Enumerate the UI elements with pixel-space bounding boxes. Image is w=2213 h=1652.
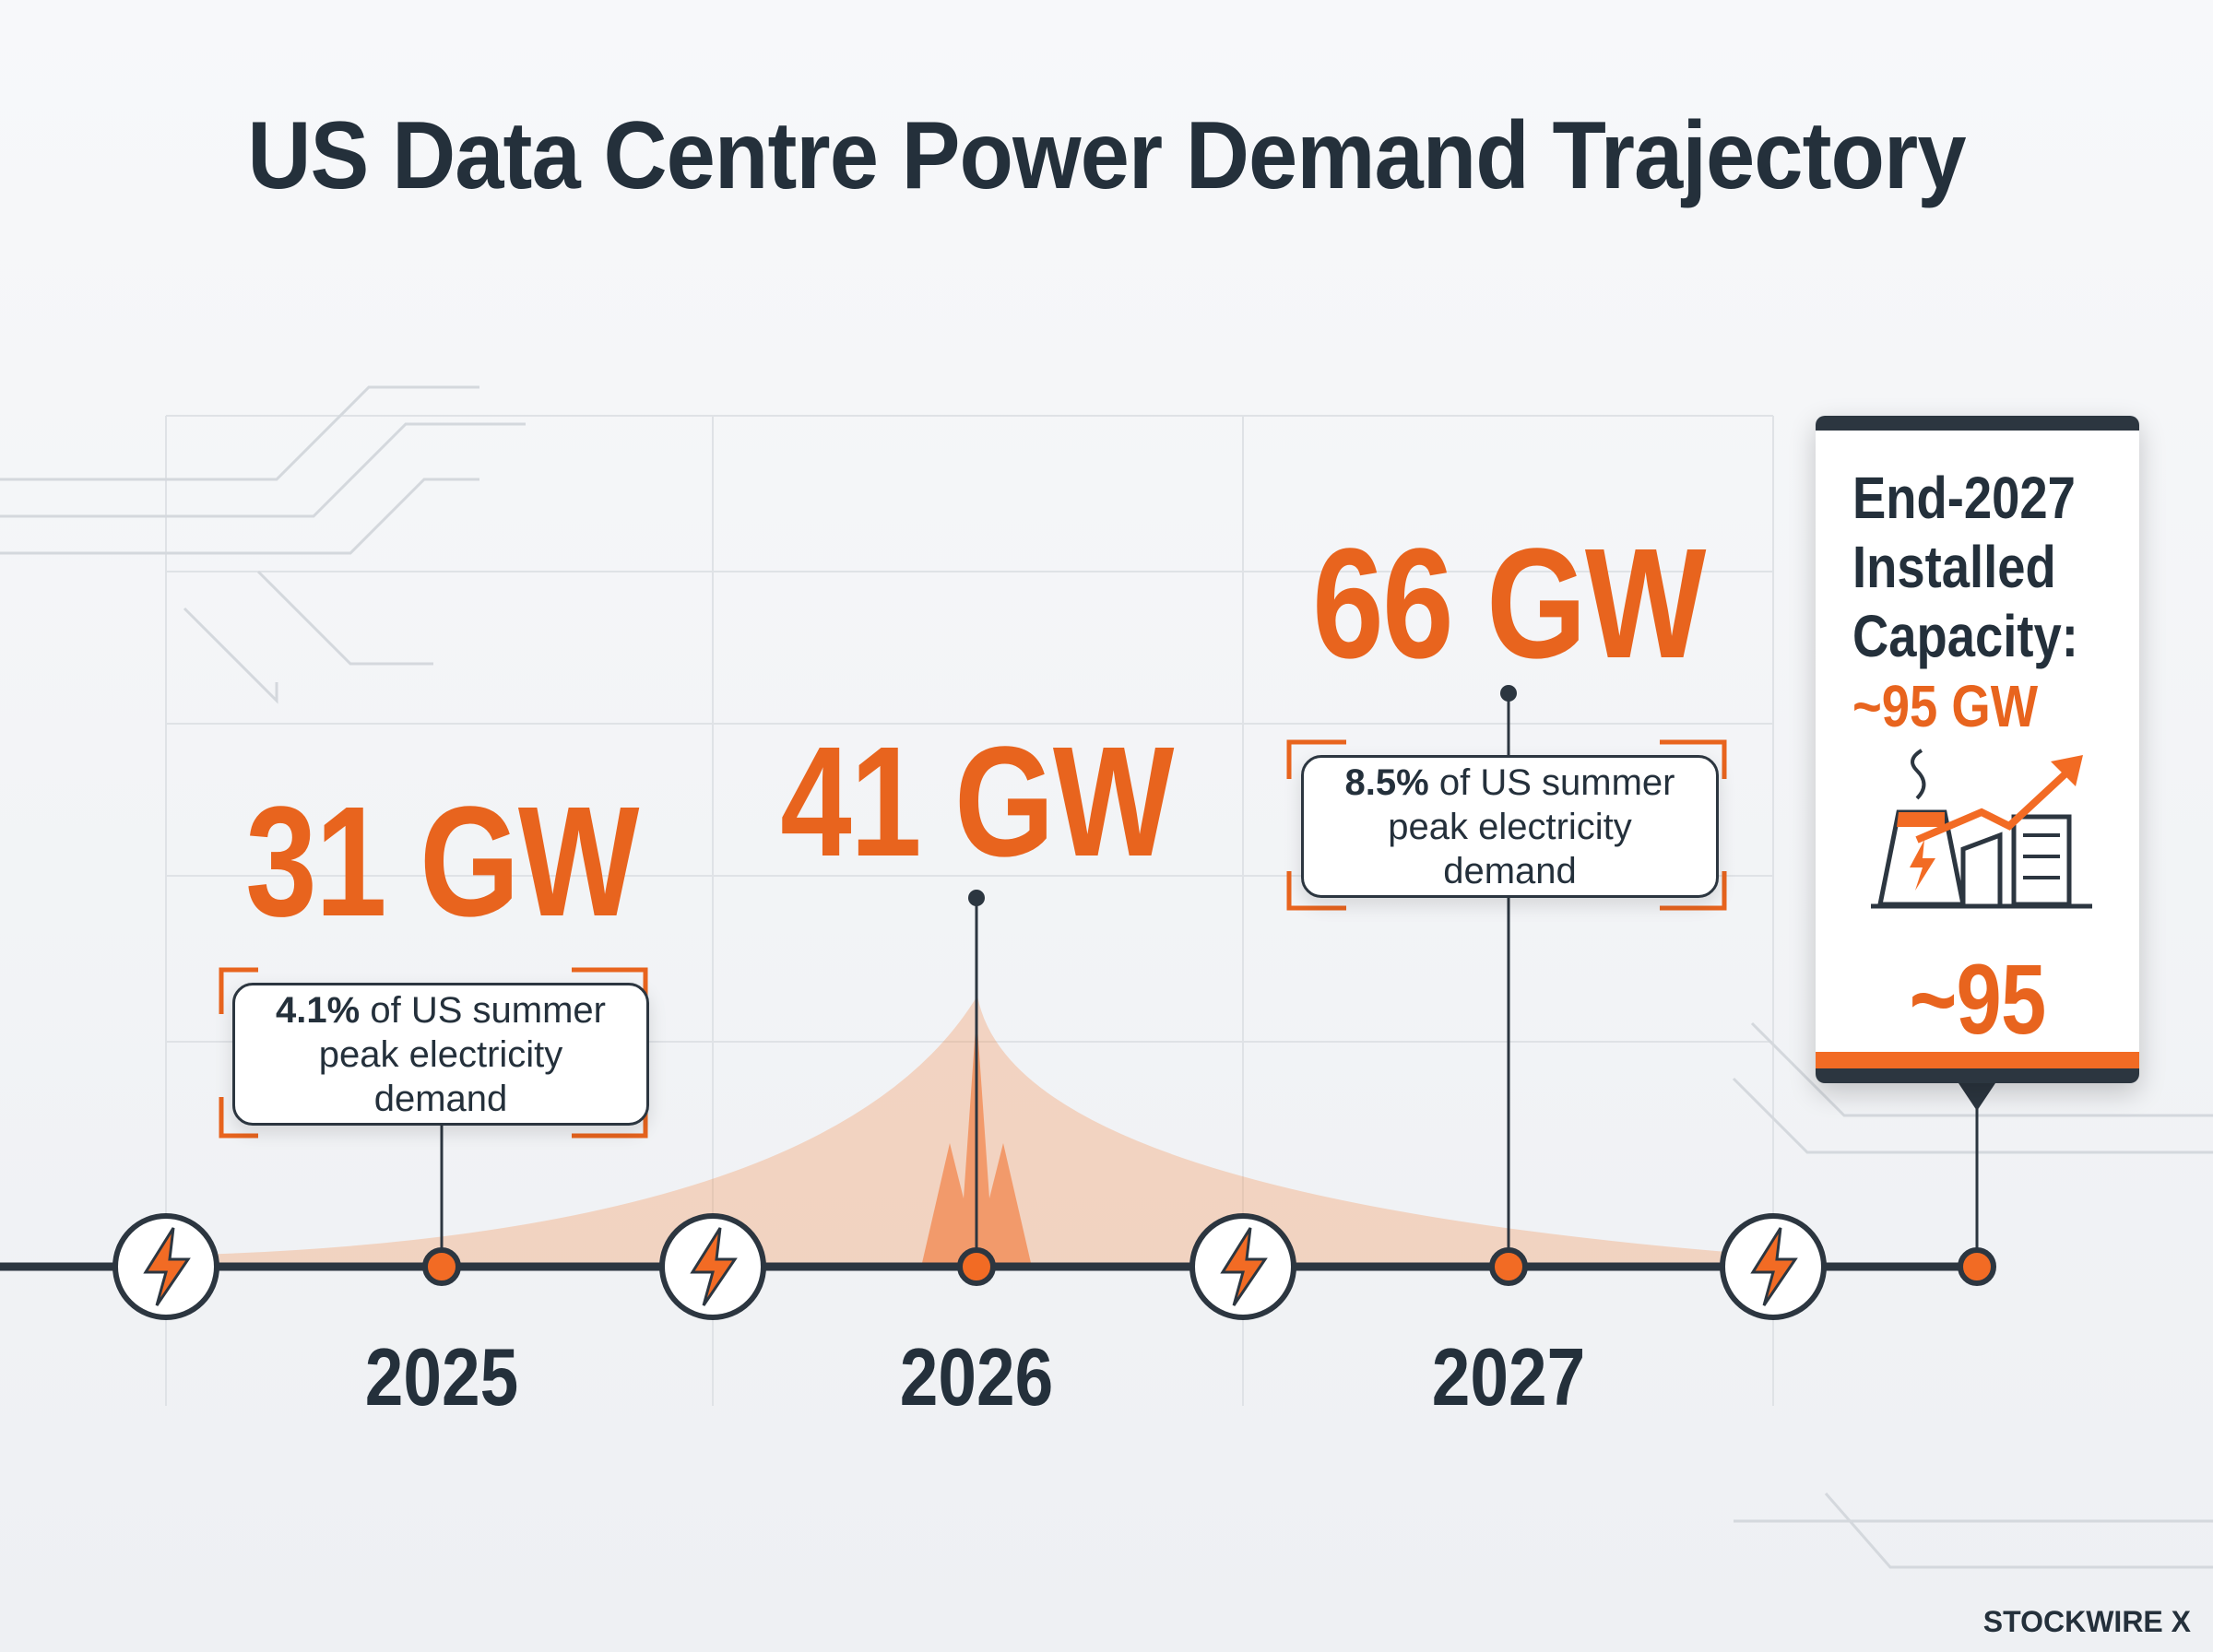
year-label: 2025 xyxy=(364,1331,519,1422)
circuit xyxy=(0,385,2213,1569)
plant-icon xyxy=(1871,749,2092,909)
brand: STOCKWIRE X xyxy=(1982,1605,2191,1638)
callout-subtitle: ~95 GW xyxy=(1852,673,2039,739)
callout-panel: End-2027 Installed Capacity: ~95 GW ~95 … xyxy=(1816,416,2139,1083)
note-box: 4.1% of US summer peak electricity deman… xyxy=(232,983,649,1126)
note-text: of US summer peak electricity demand xyxy=(318,989,606,1119)
note-highlight: 4.1% xyxy=(276,989,361,1031)
bolt-icons xyxy=(112,1213,1827,1320)
year-label: 2026 xyxy=(899,1331,1054,1422)
year-label: 2027 xyxy=(1431,1331,1586,1422)
note-text: of US summer peak electricity demand xyxy=(1388,761,1675,891)
note-box: 8.5% of US summer peak electricity deman… xyxy=(1301,755,1719,898)
title: US Data Centre Power Demand Trajectory xyxy=(247,102,1966,209)
value: 41 GW xyxy=(780,714,1174,890)
value: 31 GW xyxy=(245,774,639,950)
nodes xyxy=(422,1247,1996,1286)
note-highlight: 8.5% xyxy=(1344,761,1429,803)
callout-title: End-2027 Installed Capacity: xyxy=(1852,465,2078,669)
value: 66 GW xyxy=(1312,516,1706,691)
